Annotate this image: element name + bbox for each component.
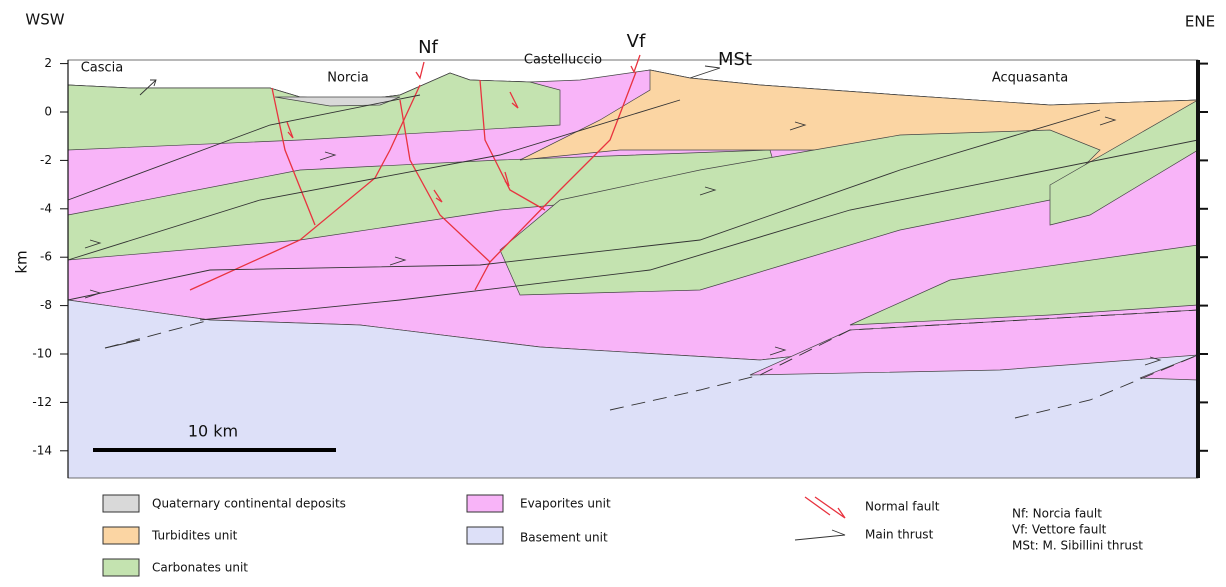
- legend-symbol: [794, 529, 846, 541]
- direction-label: WSW: [25, 11, 64, 29]
- legend-symbol: [804, 496, 846, 519]
- legend-swatch: [102, 526, 140, 545]
- legend-label: Quaternary continental deposits: [152, 497, 346, 511]
- thrust-arrow: [769, 346, 787, 356]
- tick-label: -2: [40, 153, 52, 167]
- legend-swatch: [466, 494, 504, 513]
- place-label: Castelluccio: [524, 53, 602, 68]
- note: Nf: Norcia fault: [1012, 507, 1102, 521]
- thrust-arrow: [1099, 116, 1117, 126]
- tick-label: -10: [32, 347, 52, 361]
- fault-label: MSt: [718, 49, 752, 70]
- thrust-line: [67, 109, 1101, 301]
- legend-label: Normal fault: [865, 500, 940, 514]
- legend-swatch: [102, 494, 140, 513]
- tick-label: -4: [40, 201, 52, 215]
- thrust-line: [199, 139, 1199, 321]
- tick-label: -14: [32, 443, 52, 457]
- axis-label: km: [13, 250, 31, 273]
- normal-fault: [474, 71, 637, 291]
- thrust-line: [67, 99, 681, 261]
- thrust-line: [609, 309, 1199, 411]
- normal-fault: [271, 87, 316, 226]
- carbonates: [67, 72, 561, 151]
- legend-label: Turbidites unit: [151, 529, 238, 543]
- thrust-arrow: [1144, 356, 1162, 366]
- tick-label: 0: [44, 105, 52, 119]
- fault-label: Vf: [627, 31, 646, 52]
- legend-swatch: [466, 526, 504, 545]
- fault-arrow: [286, 91, 519, 203]
- thrust-arrow: [84, 239, 102, 249]
- normal-fault: [479, 79, 546, 211]
- thrust-arrow: [139, 79, 157, 96]
- tick-label: -8: [40, 298, 52, 312]
- tick-label: 2: [44, 56, 52, 70]
- thrust-line: [104, 319, 211, 349]
- thrust-arrow: [689, 65, 721, 79]
- thrust-arrow: [389, 256, 407, 266]
- carbonates: [1049, 99, 1199, 226]
- section: [67, 59, 1200, 479]
- fault-arrow: [415, 54, 641, 80]
- legend-label: Evaporites unit: [520, 497, 611, 511]
- legend-swatch: [102, 558, 140, 577]
- thrust-line: [1014, 354, 1199, 419]
- scale-label: 10 km: [188, 422, 238, 441]
- legend-label: Main thrust: [865, 528, 934, 542]
- thrust-line: [67, 94, 421, 201]
- note: MSt: M. Sibillini thrust: [1012, 539, 1143, 553]
- tick-label: -6: [40, 250, 52, 264]
- place-label: Cascia: [81, 61, 124, 76]
- thrust-arrow: [319, 151, 337, 161]
- quaternary: [274, 96, 401, 107]
- note: Vf: Vettore fault: [1012, 523, 1107, 537]
- fault-label: Nf: [418, 37, 438, 58]
- legend-label: Basement unit: [520, 531, 608, 545]
- place-label: Acquasanta: [992, 71, 1068, 86]
- normal-fault: [399, 99, 491, 263]
- thrust-arrow: [789, 121, 807, 131]
- thrust-arrow: [699, 186, 717, 196]
- tick-label: -12: [32, 395, 52, 409]
- place-label: Norcia: [327, 71, 368, 86]
- thrust-arrow: [84, 289, 102, 299]
- legend-label: Carbonates unit: [152, 561, 248, 575]
- direction-label: ENE: [1185, 13, 1215, 31]
- legend: Quaternary continental deposits Turbidit…: [102, 494, 1143, 577]
